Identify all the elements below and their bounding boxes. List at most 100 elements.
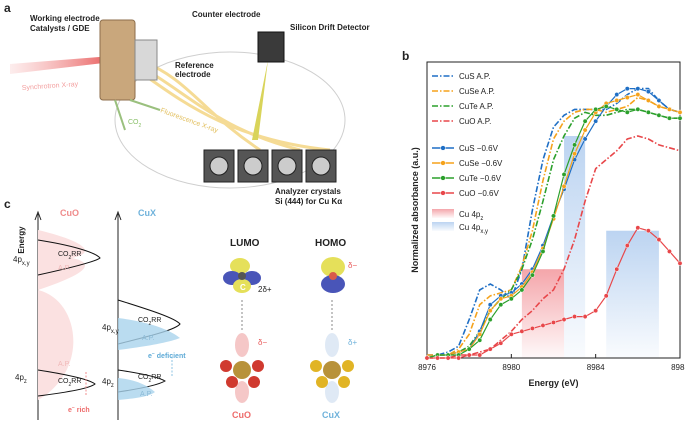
pz-left: 4pz [15,373,27,385]
ap-label: A.P. [140,391,152,398]
marker [593,118,599,124]
plot-frame [426,61,681,359]
legend-label-main: Cu 4p [459,223,481,232]
marker [572,151,578,157]
marker [603,293,609,299]
e-text: deficient [155,353,186,360]
delta: 2δ+ [258,285,272,294]
marker [667,248,672,254]
marker [645,89,651,95]
co2rr-a: CO [138,317,149,324]
legend-marker [440,160,446,166]
marker [540,248,546,254]
co2rr-a: CO [138,374,149,381]
detector-beam [252,60,268,140]
x-tick-label: 8988 [671,363,685,372]
marker [582,136,588,142]
marker [551,320,556,325]
marker [466,346,472,352]
co2rr: CO2RR [138,374,161,384]
x-axis-label: Energy (eV) [528,378,578,388]
marker [572,314,578,320]
shaded-region [564,136,586,358]
marker [424,355,430,361]
marker [667,106,672,112]
e-sup: − [72,405,75,411]
panel-label: a [4,1,11,15]
marker [540,322,546,328]
marker [656,112,662,118]
legend-swatch [432,222,454,231]
marker [487,317,493,322]
x-tick-label: 8976 [418,363,436,372]
marker [477,337,483,343]
marker [624,243,630,248]
label-catalysts: Catalysts / GDE [30,24,90,33]
analyzer-1: Analyzer crystals [275,187,341,196]
marker [593,308,599,314]
marker [519,328,525,334]
pz-l-sub: z [24,379,27,385]
marker [519,287,525,293]
marker [487,308,493,314]
lumo: LUMO [230,238,260,249]
co2rr-b: 2 [69,382,72,388]
co2rr-c: RR [151,374,161,381]
co2rr-c: RR [151,317,161,324]
marker [561,183,567,189]
fluorescence-beams [139,58,331,152]
legend-label: Cu 4px,y [459,223,488,235]
marker [614,98,620,103]
marker [645,228,651,234]
pz-right: 4pz [102,377,114,389]
legend-marker [440,175,446,181]
marker [656,103,662,109]
legend-label: CuSe A.P. [459,87,495,96]
marker [656,98,662,103]
marker [582,118,588,124]
marker [645,98,651,103]
co2rr-b: 2 [149,321,152,327]
marker [656,237,662,243]
cuo-dos [37,239,101,397]
marker [561,172,567,177]
marker [487,346,493,352]
label-reference: Reference electrode [175,61,214,79]
delta: δ− [258,338,267,347]
legend-label: CuTe A.P. [459,102,494,111]
marker [677,115,683,121]
marker [582,127,588,133]
marker [508,331,514,337]
marker [645,109,651,115]
legend-label: CuO A.P. [459,117,491,126]
marker [603,103,609,109]
marker [561,317,567,322]
shaded-region [606,230,659,358]
co2rr: CO2RR [58,251,81,261]
mol-cuo: CuO [232,410,251,420]
pxy-r-sub: x,y [111,329,119,335]
x-tick-label: 8984 [587,363,605,372]
legend-label-sub: x,y [480,229,488,235]
delta: δ− [348,261,357,270]
analyzer-2: Si (444) for Cu Kα [275,197,342,206]
legend-label: CuS A.P. [459,72,490,81]
marker [614,266,620,272]
title-cuo: CuO [60,208,79,218]
marker [508,296,514,302]
marker [551,213,556,219]
marker [487,302,493,308]
x-tick-label: 8980 [502,363,520,372]
panel-b: b 8976 8980 8984 8988 Energy (eV) Normalized … [402,49,685,388]
detector [257,31,285,63]
legend-label: CuS −0.6V [459,144,499,153]
panel-c: c CuO CuX Energy 4px,y 4pz 4px,y 4pz CO2… [4,197,357,420]
co2rr-b: 2 [149,378,152,384]
pz-r-main: 4p [102,377,111,386]
ap-label: A.P. [58,361,70,368]
marker [498,302,504,308]
marker [677,109,683,115]
legend-label: CuSe −0.6V [459,159,503,168]
e: e [68,407,72,414]
xray-beam [10,56,112,74]
